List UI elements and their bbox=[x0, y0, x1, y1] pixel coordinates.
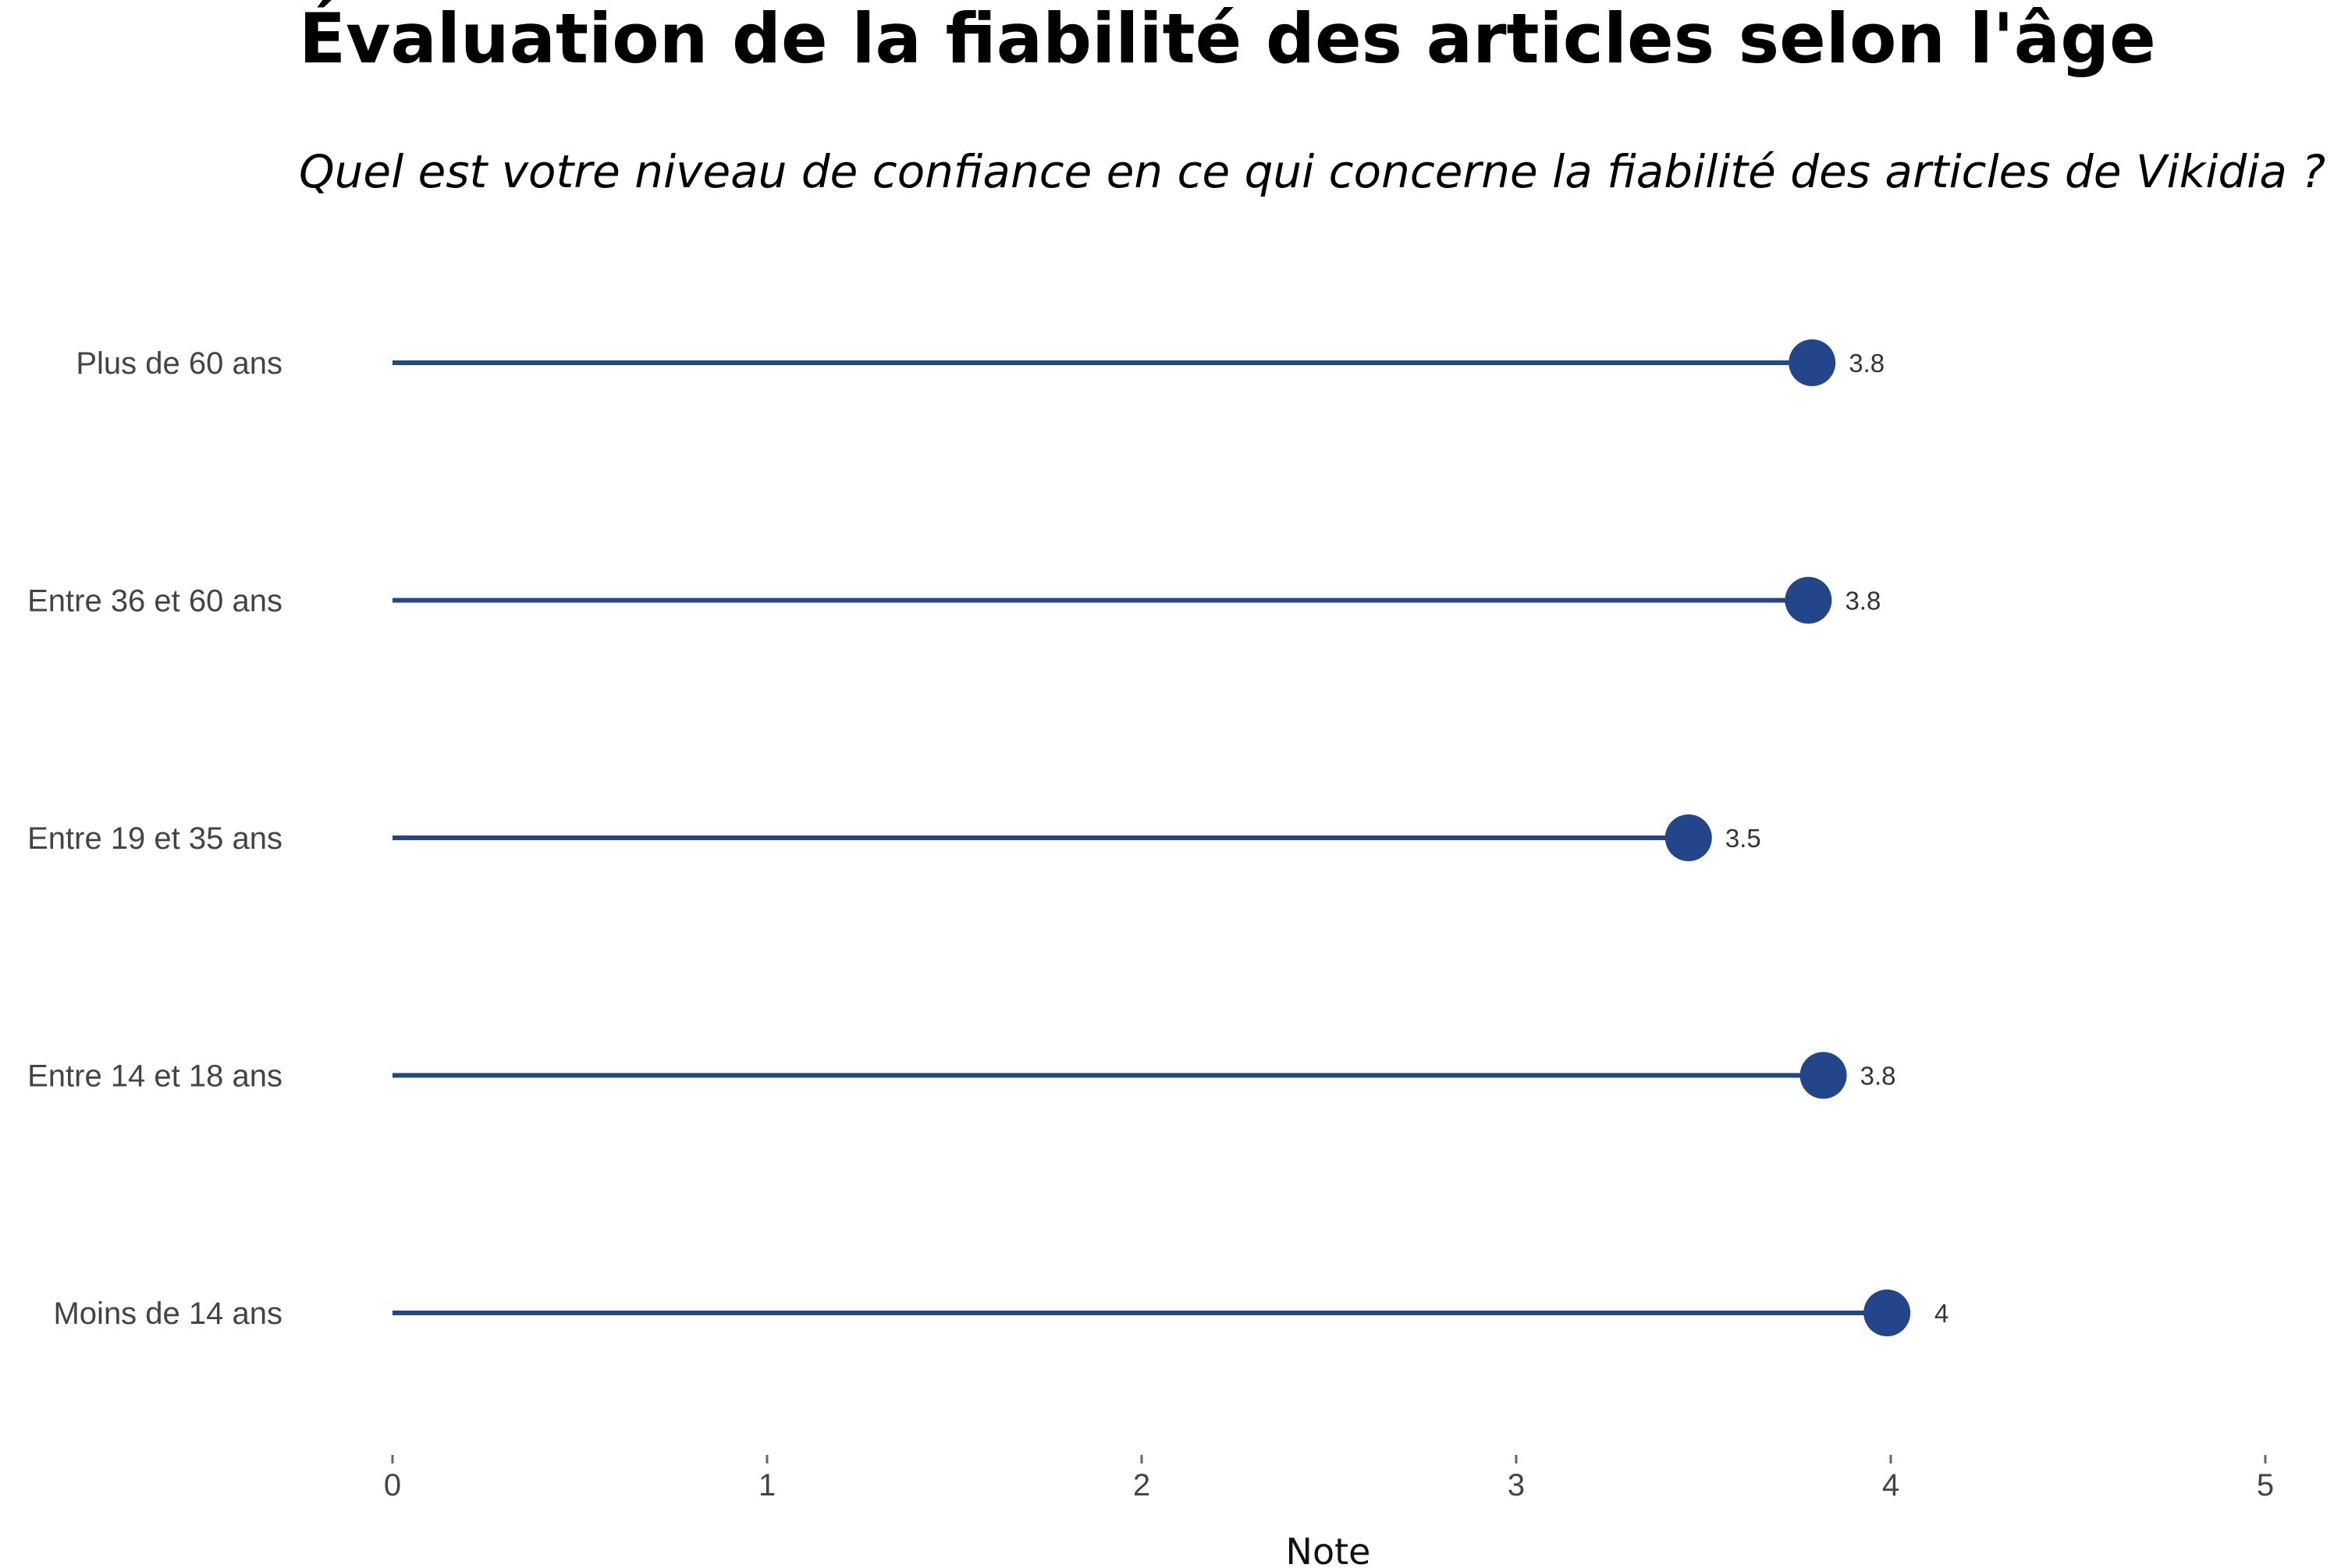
x-tick-label: 4 bbox=[1882, 1468, 1899, 1502]
y-axis: Plus de 60 ans Entre 36 et 60 ans Entre 19… bbox=[27, 346, 282, 1331]
lollipop-point bbox=[1785, 576, 1832, 624]
x-tick-label: 2 bbox=[1133, 1468, 1150, 1502]
x-axis: 0 1 2 3 4 5 bbox=[384, 1455, 2274, 1502]
category-label: Entre 14 et 18 ans bbox=[27, 1059, 282, 1094]
data-label: 3.8 bbox=[1849, 349, 1885, 378]
x-tick-label: 0 bbox=[384, 1468, 401, 1502]
data-label: 3.8 bbox=[1845, 587, 1881, 615]
x-tick-label: 5 bbox=[2257, 1468, 2274, 1502]
lollipop-point bbox=[1789, 339, 1836, 386]
lollipop-point bbox=[1664, 814, 1712, 861]
lollipop-series: 3.8 3.8 3.5 3.8 4 bbox=[393, 339, 1948, 1336]
category-label: Moins de 14 ans bbox=[53, 1297, 282, 1331]
data-label: 3.5 bbox=[1725, 824, 1761, 853]
x-tick-label: 1 bbox=[758, 1468, 776, 1502]
x-tick-label: 3 bbox=[1508, 1468, 1525, 1502]
category-label: Entre 36 et 60 ans bbox=[27, 584, 282, 619]
x-axis-title: Note bbox=[1286, 1531, 1371, 1568]
lollipop-point bbox=[1863, 1290, 1911, 1336]
chart-title: Évaluation de la fiabilité des articles … bbox=[299, 0, 2156, 79]
lollipop-point bbox=[1799, 1052, 1847, 1099]
category-label: Plus de 60 ans bbox=[76, 346, 282, 381]
data-label: 4 bbox=[1934, 1299, 1948, 1328]
data-label: 3.8 bbox=[1860, 1062, 1896, 1091]
chart-subtitle: Quel est votre niveau de confiance en ce… bbox=[299, 145, 2325, 198]
category-label: Entre 19 et 35 ans bbox=[27, 821, 282, 856]
